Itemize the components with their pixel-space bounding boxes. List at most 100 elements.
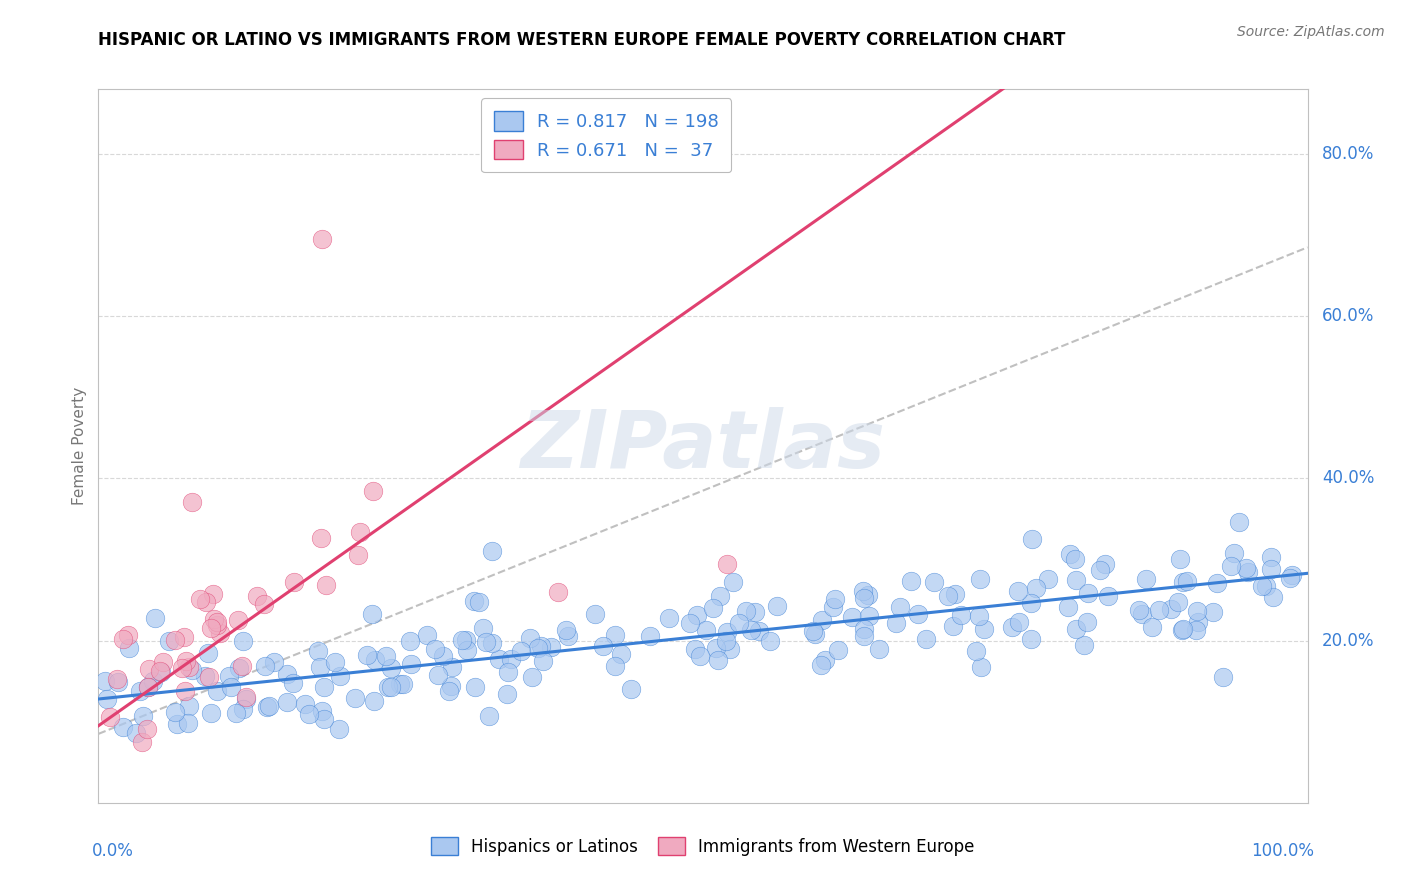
Point	[965, 644, 987, 658]
Text: ZIPatlas: ZIPatlas	[520, 407, 886, 485]
Point	[531, 654, 554, 668]
Point	[374, 648, 396, 663]
Point	[135, 722, 157, 736]
Point	[1185, 604, 1208, 618]
Point	[679, 615, 702, 630]
Point	[307, 644, 329, 658]
Point	[1036, 572, 1059, 586]
Point	[328, 723, 350, 737]
Point	[1097, 589, 1119, 603]
Point	[311, 232, 333, 246]
Point	[949, 608, 972, 623]
Point	[1025, 581, 1047, 595]
Point	[1130, 607, 1153, 621]
Point	[475, 634, 498, 648]
Point	[1263, 590, 1285, 604]
Point	[821, 600, 844, 615]
Point	[1205, 576, 1227, 591]
Point	[309, 659, 332, 673]
Point	[1167, 595, 1189, 609]
Point	[152, 655, 174, 669]
Point	[1185, 624, 1208, 638]
Point	[1260, 550, 1282, 565]
Point	[112, 632, 135, 646]
Text: 0.0%: 0.0%	[93, 842, 134, 860]
Point	[464, 681, 486, 695]
Point	[195, 595, 218, 609]
Point	[177, 660, 200, 674]
Point	[716, 624, 738, 639]
Point	[706, 653, 728, 667]
Point	[136, 680, 159, 694]
Point	[1140, 620, 1163, 634]
Point	[432, 648, 454, 663]
Point	[1237, 565, 1260, 579]
Point	[105, 672, 128, 686]
Point	[132, 709, 155, 723]
Point	[205, 684, 228, 698]
Point	[200, 706, 222, 720]
Point	[547, 585, 569, 599]
Point	[294, 698, 316, 712]
Point	[361, 484, 384, 499]
Point	[1076, 586, 1098, 600]
Point	[685, 641, 707, 656]
Point	[488, 651, 510, 665]
Point	[540, 640, 562, 655]
Point	[388, 677, 411, 691]
Point	[810, 658, 832, 673]
Point	[1175, 574, 1198, 589]
Point	[704, 641, 727, 656]
Point	[938, 590, 960, 604]
Point	[312, 680, 335, 694]
Point	[197, 646, 219, 660]
Point	[527, 640, 550, 655]
Point	[686, 607, 709, 622]
Point	[716, 557, 738, 571]
Point	[1234, 561, 1257, 575]
Point	[942, 619, 965, 633]
Point	[1223, 546, 1246, 560]
Point	[583, 607, 606, 621]
Point	[967, 608, 990, 623]
Point	[188, 591, 211, 606]
Point	[478, 709, 501, 723]
Text: Source: ZipAtlas.com: Source: ZipAtlas.com	[1237, 25, 1385, 39]
Point	[205, 618, 228, 632]
Point	[495, 687, 517, 701]
Point	[136, 680, 159, 694]
Point	[1076, 615, 1098, 629]
Point	[235, 690, 257, 705]
Point	[380, 680, 402, 694]
Point	[1063, 552, 1085, 566]
Point	[138, 662, 160, 676]
Point	[129, 684, 152, 698]
Point	[658, 611, 681, 625]
Point	[811, 613, 834, 627]
Point	[1212, 669, 1234, 683]
Point	[886, 615, 908, 630]
Point	[735, 604, 758, 618]
Point	[235, 691, 257, 706]
Point	[603, 627, 626, 641]
Point	[889, 600, 911, 615]
Text: 40.0%: 40.0%	[1322, 469, 1375, 487]
Point	[922, 574, 945, 589]
Point	[1008, 615, 1031, 630]
Point	[263, 655, 285, 669]
Point	[232, 634, 254, 648]
Point	[399, 634, 422, 648]
Point	[720, 642, 742, 657]
Point	[228, 660, 250, 674]
Point	[914, 632, 936, 647]
Y-axis label: Female Poverty: Female Poverty	[72, 387, 87, 505]
Point	[824, 592, 846, 607]
Point	[519, 631, 541, 645]
Point	[298, 706, 321, 721]
Point	[853, 622, 876, 636]
Point	[463, 594, 485, 608]
Point	[1019, 632, 1042, 646]
Point	[173, 630, 195, 644]
Point	[349, 524, 371, 539]
Point	[201, 587, 224, 601]
